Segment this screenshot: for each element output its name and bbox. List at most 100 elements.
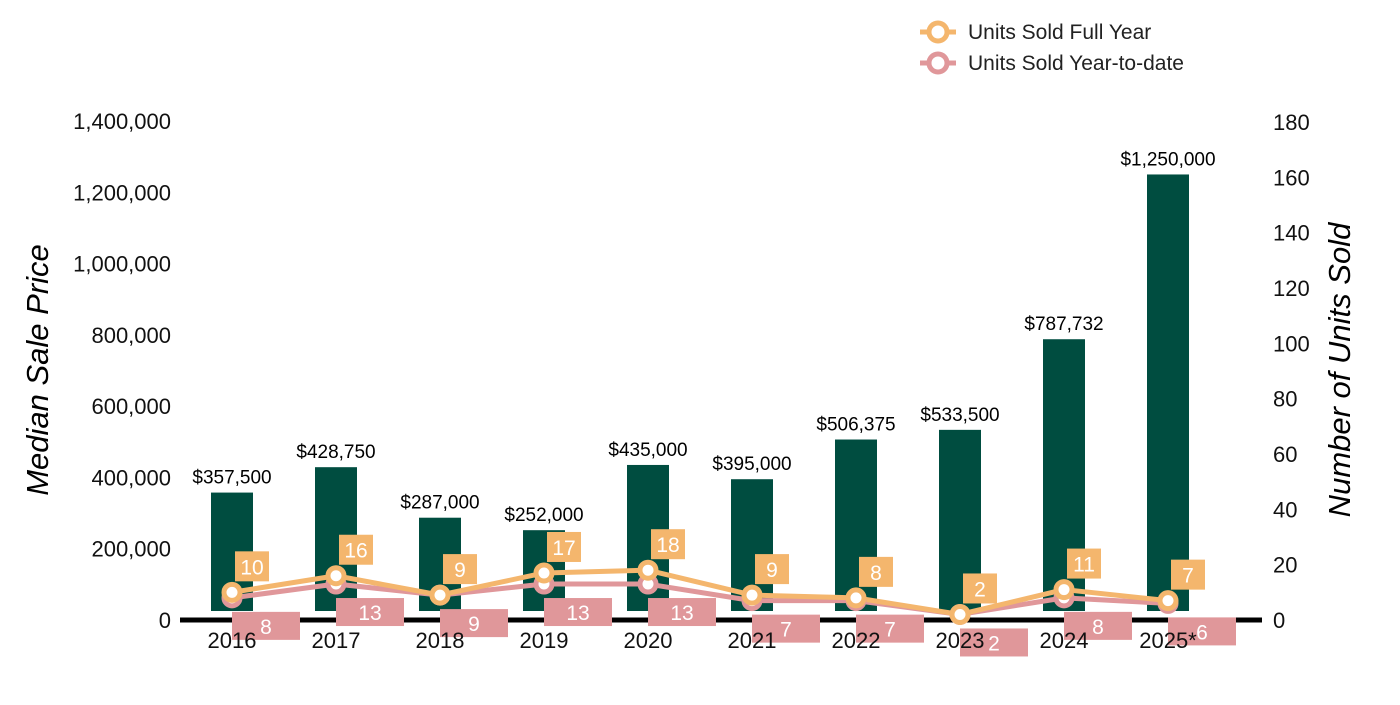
- full-year-point: [429, 584, 451, 606]
- y-right-tick-label: 140: [1273, 221, 1310, 246]
- ytd-badge: [856, 614, 924, 643]
- full-year-point: [325, 565, 347, 587]
- full-year-point: [741, 584, 763, 606]
- ytd-badge-label: 8: [1092, 616, 1104, 639]
- legend-item-full-year: Units Sold Full Year: [920, 20, 1151, 44]
- y-right-tick-label: 60: [1273, 442, 1297, 467]
- ytd-badge-label: 8: [260, 616, 272, 639]
- x-axis-label: 2017: [312, 628, 361, 653]
- full-year-badge: [339, 534, 373, 565]
- bar: [1147, 174, 1189, 611]
- x-axis-label: 2024: [1040, 628, 1089, 653]
- ytd-badge: [752, 614, 820, 643]
- bar-value-label: $287,000: [400, 493, 479, 514]
- legend-full-year-label: Units Sold Full Year: [968, 21, 1151, 44]
- x-axis-label: 2022: [832, 628, 881, 653]
- unit-lines: [231, 567, 1169, 617]
- bar-value-label: $1,250,000: [1120, 149, 1215, 170]
- y-left-tick-label: 1,200,000: [73, 180, 171, 205]
- x-axis-label: 2018: [416, 628, 465, 653]
- bar-value-label: $428,750: [296, 442, 375, 463]
- ytd-badge: [544, 598, 612, 627]
- full-year-point: [1157, 590, 1179, 612]
- legend-item-ytd: Units Sold Year-to-date: [920, 51, 1184, 75]
- full-year-badge: [755, 554, 789, 585]
- x-axis-label: 2019: [520, 628, 569, 653]
- x-axis-label: 2023: [936, 628, 985, 653]
- full-year-point: [637, 559, 659, 581]
- y-right-tick-label: 0: [1273, 608, 1285, 633]
- y-right-tick-label: 100: [1273, 331, 1310, 356]
- bar-value-label: $357,500: [192, 468, 271, 489]
- y-right-tick-label: 80: [1273, 387, 1297, 412]
- bar-value-label: $787,732: [1024, 314, 1103, 335]
- legend-full-year-marker-icon: [926, 20, 950, 44]
- ytd-badge-label: 7: [780, 619, 792, 642]
- full-year-series-line: [231, 567, 1169, 617]
- full-year-badge-label: 9: [766, 559, 778, 582]
- x-axis-label: 2021: [728, 628, 777, 653]
- full-year-value-badges: 10 16 9 17 18 9 8 2 11 7: [235, 529, 1205, 604]
- bar-value-label: $533,500: [920, 405, 999, 426]
- full-year-badge-label: 2: [974, 578, 986, 601]
- ytd-series-line: [231, 581, 1169, 617]
- full-year-badge: [651, 529, 685, 560]
- ytd-badge: [648, 598, 716, 627]
- y-right-tick-label: 160: [1273, 165, 1310, 190]
- full-year-badge-label: 11: [1073, 554, 1095, 577]
- full-year-point: [845, 587, 867, 609]
- y-left-tick-label: 800,000: [91, 323, 171, 348]
- y-right-axis-title: Number of Units Sold: [1322, 221, 1357, 517]
- full-year-badge-label: 18: [656, 534, 679, 557]
- bar-value-labels: $357,500 $428,750 $287,000 $252,000 $435,000…: [192, 149, 1215, 526]
- full-year-badge-label: 9: [454, 559, 466, 582]
- bar-value-label: $395,000: [712, 454, 791, 475]
- y-left-tick-label: 600,000: [91, 394, 171, 419]
- full-year-badge-label: 7: [1182, 565, 1194, 588]
- ytd-badge: [1064, 611, 1132, 640]
- ytd-badge-label: 13: [358, 602, 381, 625]
- y-right-tick-label: 180: [1273, 110, 1310, 135]
- full-year-badge: [859, 556, 893, 587]
- bar-value-label: $506,375: [816, 415, 895, 436]
- ytd-badge: [336, 598, 404, 627]
- full-year-badge-label: 17: [552, 537, 575, 560]
- ytd-badge: [232, 611, 300, 640]
- bar-value-label: $435,000: [608, 440, 687, 461]
- y-right-axis-ticks: 0 20 40 60 80 100 120 140 160 180: [1273, 110, 1310, 633]
- ytd-badge-label: 2: [988, 632, 1000, 655]
- y-left-tick-label: 200,000: [91, 537, 171, 562]
- legend-ytd-marker-icon: [926, 51, 950, 75]
- ytd-badge-label: 7: [884, 619, 896, 642]
- ytd-badge-label: 13: [670, 602, 693, 625]
- y-left-tick-label: 1,000,000: [73, 252, 171, 277]
- full-year-point: [533, 562, 555, 584]
- full-year-badge-label: 16: [344, 540, 367, 563]
- full-year-badge: [963, 573, 997, 604]
- x-axis-labels: 2016 2017 2018 2019 2020 2021 2022 2023 2024 2025…: [208, 628, 1198, 653]
- full-year-badge: [1171, 559, 1205, 590]
- y-left-axis-ticks: 0 200,000 400,000 600,000 800,000 1,000,000 1,…: [73, 109, 171, 633]
- full-year-badge: [235, 551, 269, 582]
- full-year-badge-label: 8: [870, 562, 882, 585]
- x-axis-label: 2025*: [1139, 628, 1197, 653]
- full-year-badge: [1067, 548, 1101, 579]
- x-axis-label: 2020: [624, 628, 673, 653]
- ytd-badge-label: 9: [468, 613, 480, 636]
- unit-markers: [221, 559, 1179, 625]
- ytd-badge: [440, 609, 508, 638]
- ytd-badge: [1168, 617, 1236, 646]
- y-left-tick-label: 400,000: [91, 465, 171, 490]
- y-left-tick-label: 0: [159, 608, 171, 633]
- full-year-point: [1053, 579, 1075, 601]
- full-year-badge: [443, 554, 477, 585]
- y-right-tick-label: 120: [1273, 276, 1310, 301]
- full-year-point: [949, 603, 971, 625]
- y-left-axis-title: Median Sale Price: [20, 244, 55, 496]
- ytd-badge-label: 6: [1196, 621, 1208, 644]
- full-year-point: [221, 581, 243, 603]
- x-axis-label: 2016: [208, 628, 257, 653]
- full-year-badge: [547, 531, 581, 562]
- y-left-tick-label: 1,400,000: [73, 109, 171, 134]
